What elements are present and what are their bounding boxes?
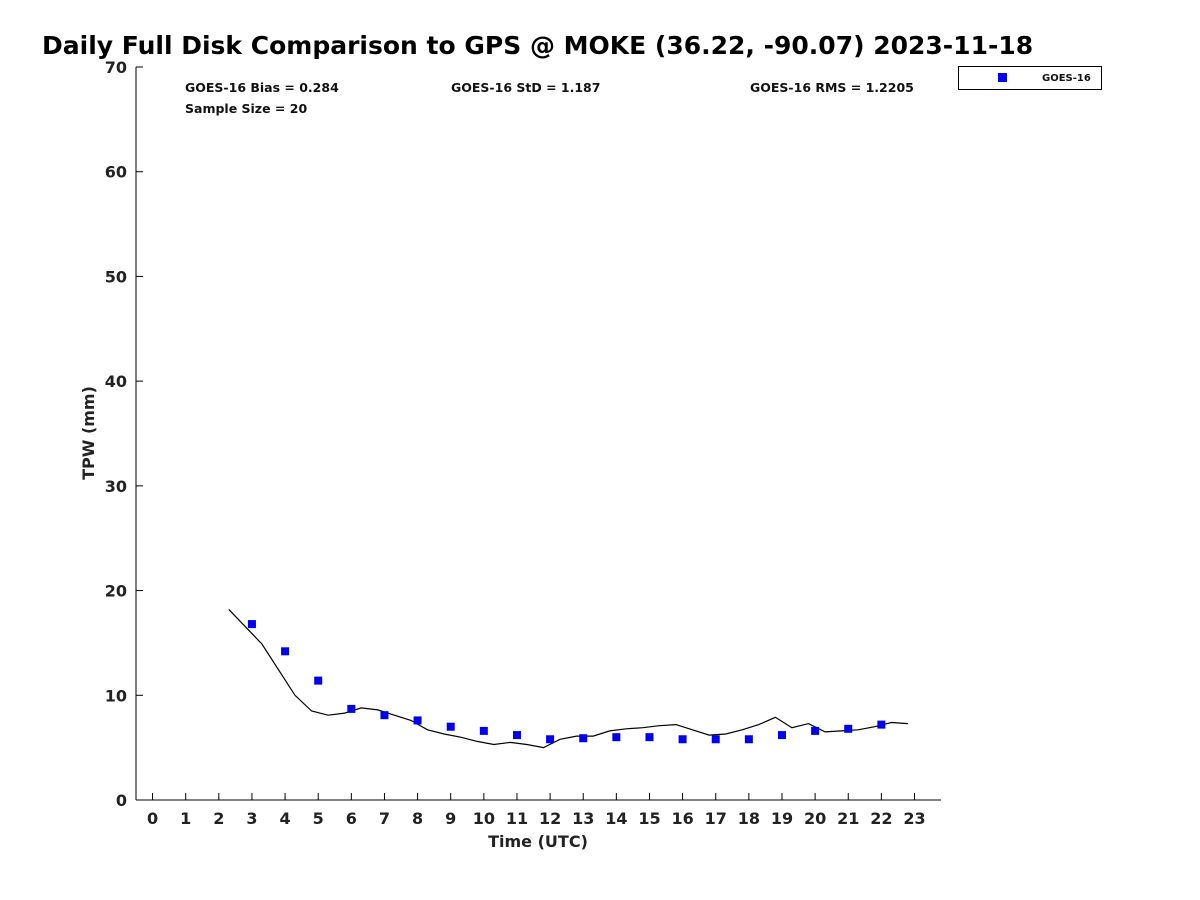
x-tick-label: 2	[213, 809, 224, 828]
x-tick-label: 17	[705, 809, 727, 828]
x-tick-label: 4	[280, 809, 291, 828]
y-tick-label: 70	[105, 58, 127, 77]
y-axis-ticks: 0 10 20 30 40 50 60 70	[105, 58, 143, 810]
legend: GOES-16	[958, 66, 1102, 90]
y-tick-label: 50	[105, 267, 127, 286]
y-tick-label: 10	[105, 686, 127, 705]
legend-label-goes16: GOES-16	[1042, 73, 1091, 84]
legend-box	[958, 66, 1102, 90]
y-tick-label: 30	[105, 477, 127, 496]
x-tick-label: 7	[379, 809, 390, 828]
x-tick-label: 10	[473, 809, 495, 828]
x-axis-ticks: 0 1 2 3 4 5 6 7 8 9 10 11 12 13 14 15 16 17 18 19 20 21 22 23	[147, 793, 926, 828]
bias-stat: GOES-16 Bias = 0.284	[185, 80, 339, 95]
x-tick-label: 12	[539, 809, 561, 828]
goes16-point	[413, 716, 422, 725]
goes16-point	[579, 734, 588, 743]
goes16-point	[314, 676, 323, 685]
goes16-point	[512, 731, 521, 740]
x-tick-label: 5	[313, 809, 324, 828]
legend-marker	[998, 73, 1007, 82]
goes16-point	[811, 726, 820, 735]
x-tick-label: 11	[506, 809, 528, 828]
x-tick-label: 3	[246, 809, 257, 828]
x-tick-label: 13	[572, 809, 594, 828]
goes16-points	[247, 620, 886, 744]
goes16-point	[711, 735, 720, 744]
goes16-point	[612, 733, 621, 742]
x-tick-label: 18	[738, 809, 760, 828]
goes16-point	[347, 704, 356, 713]
goes16-point	[777, 731, 786, 740]
x-tick-label: 8	[412, 809, 423, 828]
x-tick-label: 14	[605, 809, 627, 828]
goes16-point	[479, 726, 488, 735]
goes16-point	[446, 722, 455, 731]
x-tick-label: 15	[638, 809, 660, 828]
plot-area	[135, 67, 941, 801]
y-tick-label: 0	[116, 791, 127, 810]
x-tick-label: 21	[837, 809, 859, 828]
goes16-point	[281, 647, 290, 656]
x-tick-label: 20	[804, 809, 826, 828]
y-axis-label: TPW (mm)	[79, 386, 98, 480]
x-tick-label: 6	[346, 809, 357, 828]
y-tick-label: 60	[105, 163, 127, 182]
goes16-point	[844, 724, 853, 733]
goes16-point	[247, 620, 256, 629]
std-stat: GOES-16 StD = 1.187	[451, 80, 600, 95]
x-tick-label: 22	[870, 809, 892, 828]
y-tick-label: 20	[105, 582, 127, 601]
x-tick-label: 1	[180, 809, 191, 828]
chart-title: Daily Full Disk Comparison to GPS @ MOKE…	[42, 31, 1033, 60]
goes16-point	[744, 735, 753, 744]
sample-size-stat: Sample Size = 20	[185, 101, 307, 116]
goes16-point	[380, 711, 389, 720]
goes16-point	[678, 735, 687, 744]
x-axis-label: Time (UTC)	[488, 832, 588, 851]
rms-stat: GOES-16 RMS = 1.2205	[750, 80, 914, 95]
goes16-point	[877, 720, 886, 729]
x-tick-label: 19	[771, 809, 793, 828]
x-tick-label: 0	[147, 809, 158, 828]
x-tick-label: 9	[445, 809, 456, 828]
goes16-point	[546, 735, 555, 744]
x-tick-label: 23	[903, 809, 925, 828]
goes16-point	[645, 733, 654, 742]
y-tick-label: 40	[105, 372, 127, 391]
x-tick-label: 16	[671, 809, 693, 828]
